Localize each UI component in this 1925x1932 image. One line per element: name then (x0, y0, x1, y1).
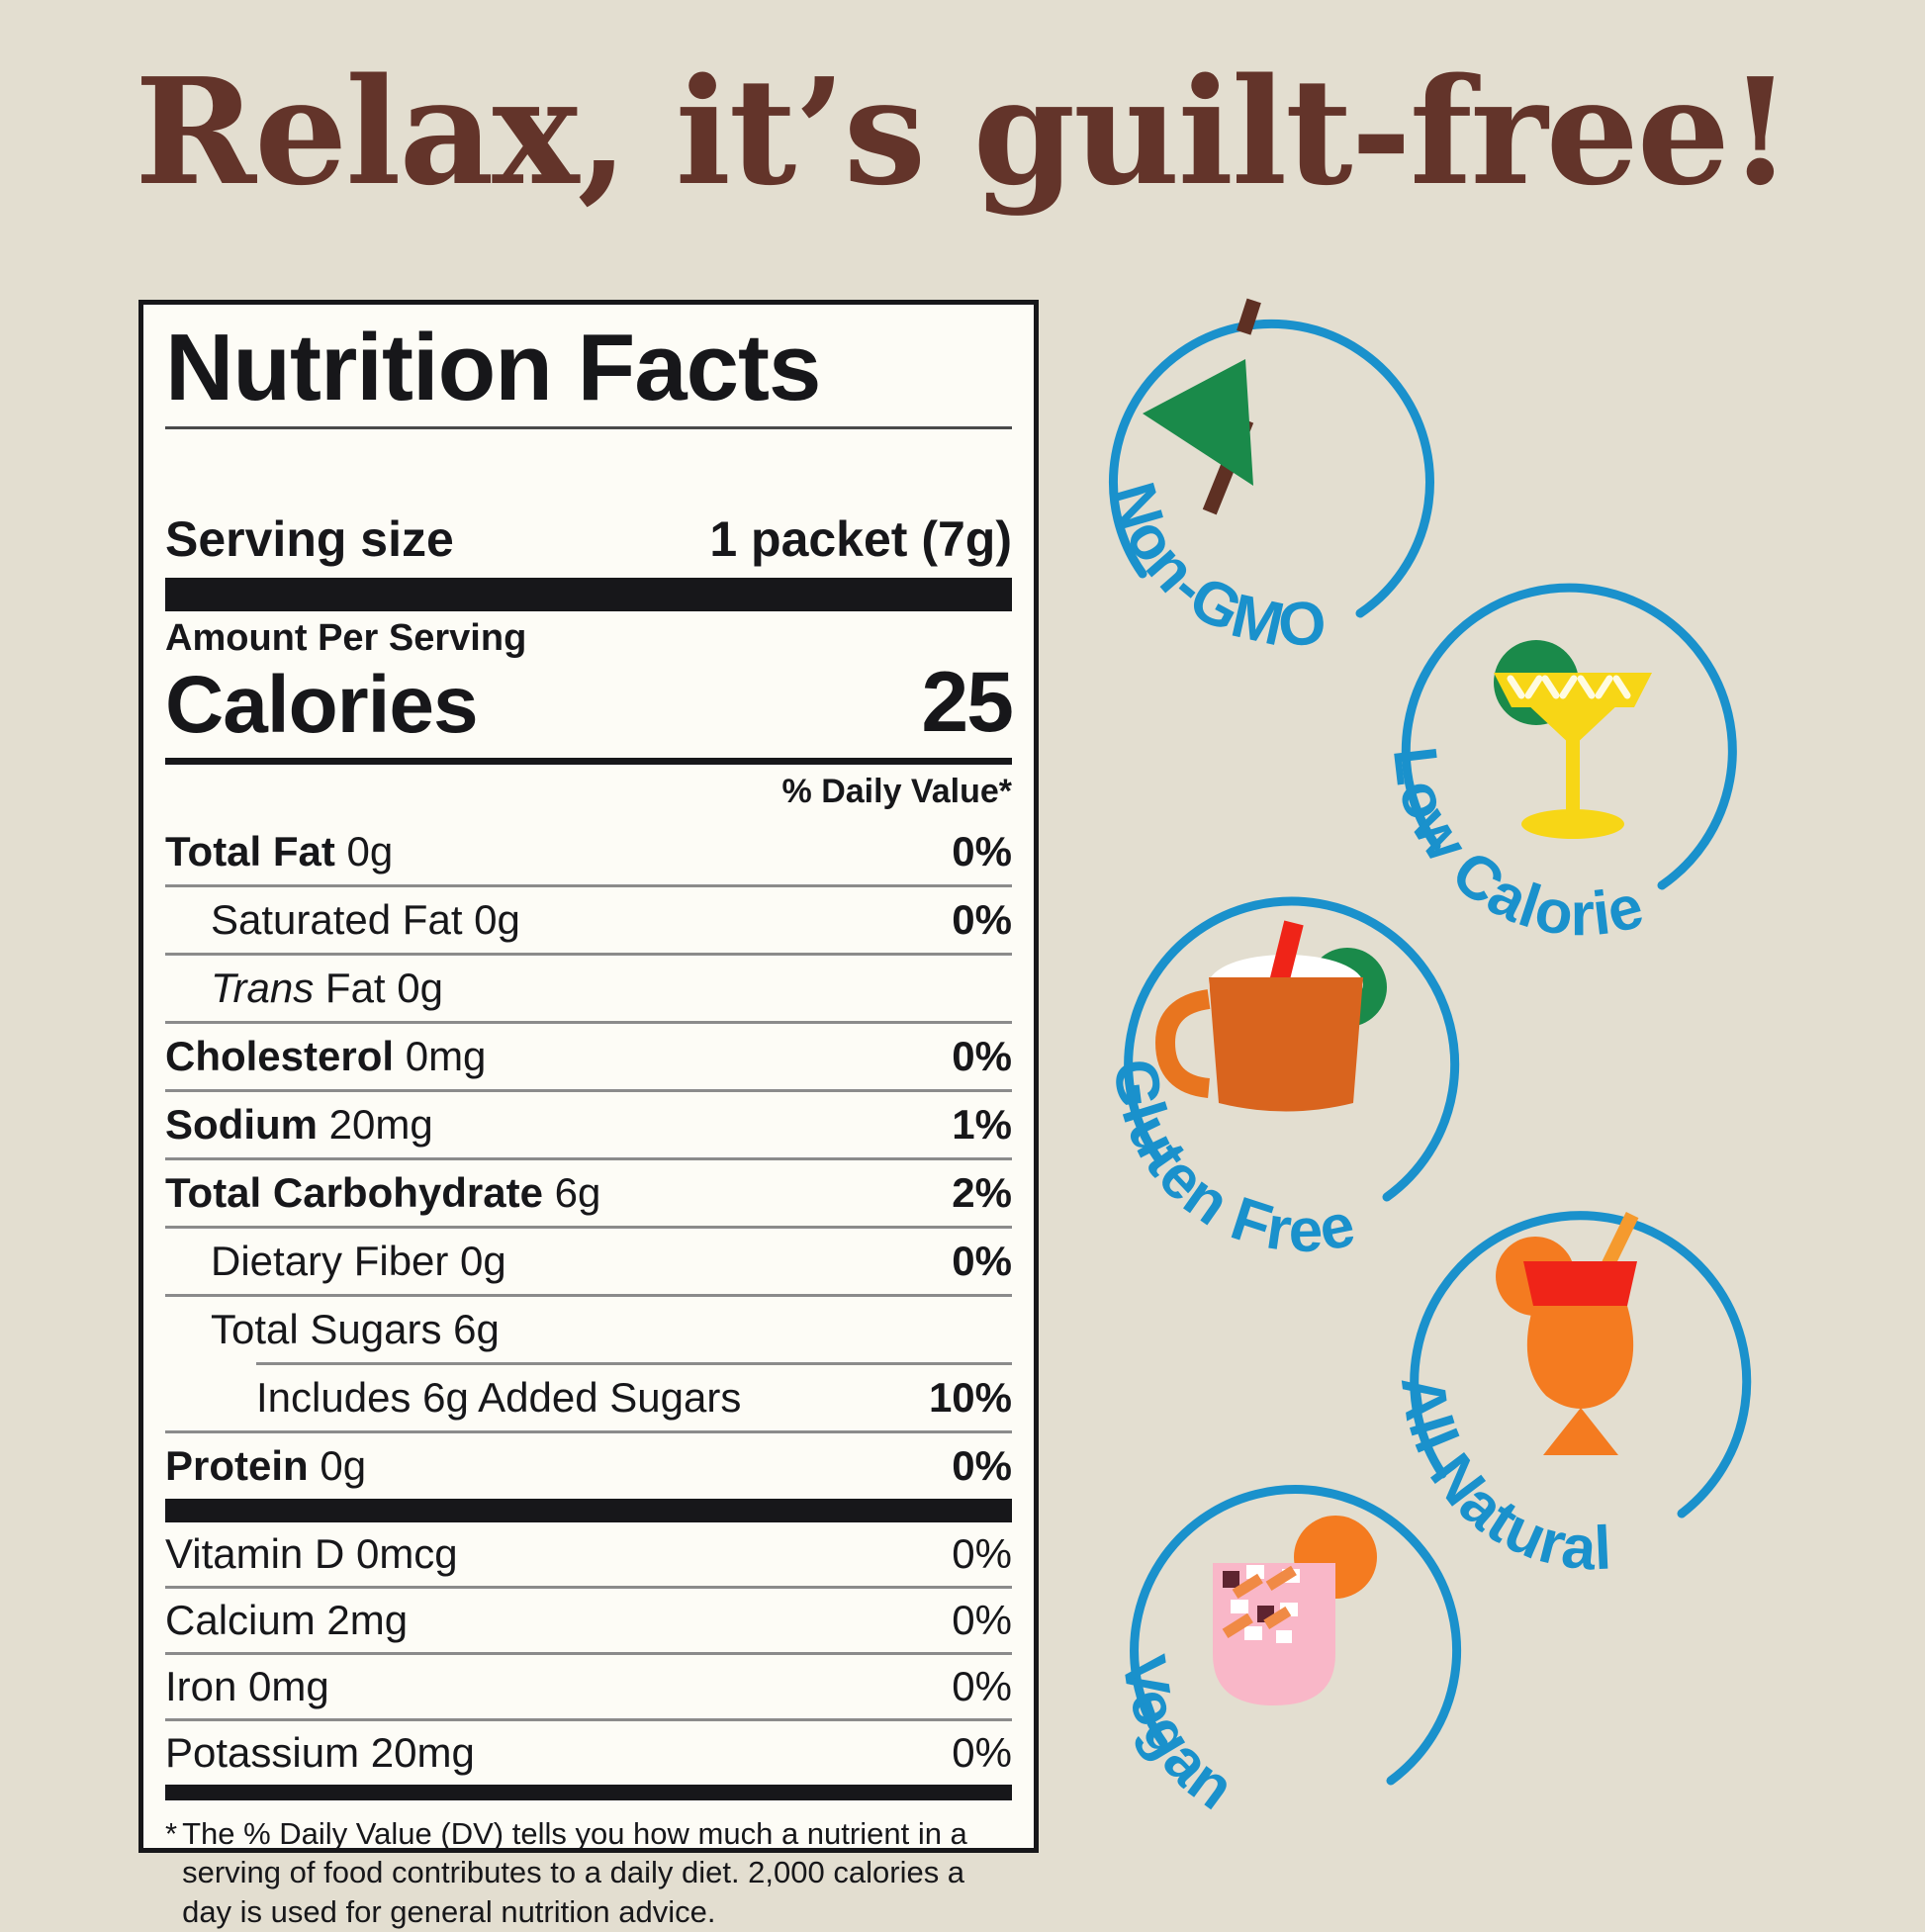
serving-size-row: Serving size 1 packet (7g) (165, 503, 1012, 578)
badge-arc-icon (1410, 1211, 1752, 1518)
divider-before-micronutrients (165, 1498, 1012, 1522)
pink-cocktail-icon (1213, 1516, 1377, 1705)
calories-row: Calories 25 (165, 654, 1014, 758)
divider-thick-top (165, 577, 1012, 611)
nutrient-name: Sodium 20mg (165, 1100, 433, 1148)
micronutrient-daily-value: 0% (952, 1728, 1012, 1776)
nutrient-name: Saturated Fat 0g (211, 895, 520, 943)
nutrient-row: Saturated Fat 0g 0% (165, 883, 1012, 953)
micronutrient-row: Vitamin D 0mcg 0% (165, 1522, 1012, 1586)
footnote-star: * (165, 1815, 178, 1851)
daily-value-header: % Daily Value* (781, 772, 1012, 810)
nutrient-daily-value: 0% (952, 1237, 1012, 1284)
divider-under-calories (165, 757, 1012, 765)
micronutrient-name: Potassium 20mg (165, 1728, 475, 1776)
badge-all-natural: All Natural (1385, 1172, 1830, 1617)
badge-arc-icon (1130, 1485, 1462, 1786)
nutrient-name: Total Carbohydrate 6g (165, 1168, 601, 1216)
servings-blank-band (165, 429, 1012, 503)
micronutrient-daily-value: 0% (952, 1662, 1012, 1709)
nutrient-daily-value: 1% (952, 1100, 1012, 1148)
badge-arc-icon (1109, 319, 1434, 618)
micronutrient-name: Iron 0mg (165, 1662, 329, 1709)
divider-before-footnote (165, 1784, 1012, 1800)
nutrient-name: Trans Fat 0g (211, 964, 443, 1011)
badge-low-calorie: Low Calorie (1375, 549, 1810, 984)
nutrient-row: Sodium 20mg 1% (165, 1088, 1012, 1157)
calories-label: Calories (165, 659, 479, 750)
nutrient-daily-value: 0% (952, 1441, 1012, 1489)
micronutrient-name: Calcium 2mg (165, 1596, 409, 1643)
nutrient-row: Total Fat 0g 0% (165, 819, 1012, 884)
badge-arc-icon (1401, 583, 1737, 890)
nutrient-daily-value: 0% (952, 1032, 1012, 1079)
serving-size-label: Serving size (165, 510, 454, 567)
badge-non-gmo: Non-GMO (1083, 282, 1499, 707)
nutrient-daily-value: 0% (952, 895, 1012, 943)
micronutrient-row: Calcium 2mg 0% (165, 1585, 1012, 1652)
cocktail-umbrella-icon (1143, 298, 1261, 515)
margarita-glass-icon (1494, 640, 1652, 839)
moscow-mule-mug-icon (1155, 920, 1387, 1112)
badge-vegan: Vegan (1106, 1446, 1531, 1882)
nutrient-daily-value: 2% (952, 1168, 1012, 1216)
nutrient-row: Total Sugars 6g (165, 1293, 1012, 1362)
serving-size-value: 1 packet (7g) (709, 510, 1012, 567)
footnote-text: The % Daily Value (DV) tells you how muc… (182, 1815, 967, 1930)
nutrition-facts-title: Nutrition Facts (165, 315, 821, 420)
badge-gluten-free: Gluten Free (1098, 861, 1533, 1296)
nutrient-name: Dietary Fiber 0g (211, 1237, 506, 1284)
micronutrient-row: Iron 0mg 0% (165, 1651, 1012, 1718)
divider-under-title (165, 425, 1012, 429)
nutrient-row: Includes 6g Added Sugars 10% (165, 1365, 1012, 1430)
nutrient-rows: Total Fat 0g 0% Saturated Fat 0g 0% Trans Fa… (165, 819, 1012, 1499)
micronutrient-daily-value: 0% (952, 1596, 1012, 1643)
nutrient-name: Total Sugars 6g (211, 1305, 500, 1352)
nutrient-name: Includes 6g Added Sugars (256, 1373, 742, 1421)
footnote: * The % Daily Value (DV) tells you how m… (165, 1800, 1012, 1932)
nutrient-row: Cholesterol 0mg 0% (165, 1020, 1012, 1089)
hurricane-cocktail-icon (1496, 1211, 1639, 1455)
badge-arc-icon (1124, 896, 1460, 1202)
nutrient-sub-divider (256, 1361, 1012, 1365)
nutrient-name: Total Fat 0g (165, 827, 394, 874)
nutrient-row: Total Carbohydrate 6g 2% (165, 1156, 1012, 1226)
nutrition-facts-label: Nutrition Facts Serving size 1 packet (7… (138, 300, 1039, 1929)
amount-per-serving-label: Amount Per Serving (165, 616, 527, 659)
nutrient-row: Protein 0g 0% (165, 1429, 1012, 1499)
nutrient-daily-value: 0% (952, 827, 1012, 874)
micronutrient-row: Potassium 20mg 0% (165, 1717, 1012, 1785)
nutrient-row: Trans Fat 0g (165, 952, 1012, 1021)
micronutrient-name: Vitamin D 0mcg (165, 1529, 458, 1577)
nutrient-name: Protein 0g (165, 1441, 367, 1489)
micronutrient-daily-value: 0% (952, 1529, 1012, 1577)
micronutrient-rows: Vitamin D 0mcg 0% Calcium 2mg 0% Iron 0mg 0% P… (165, 1522, 1012, 1785)
page-headline: Relax, it’s guilt-free! (135, 46, 1792, 218)
nutrient-name: Cholesterol 0mg (165, 1032, 487, 1079)
calories-value: 25 (921, 654, 1014, 750)
nutrient-daily-value: 10% (928, 1373, 1012, 1421)
nutrient-row: Dietary Fiber 0g 0% (165, 1225, 1012, 1294)
